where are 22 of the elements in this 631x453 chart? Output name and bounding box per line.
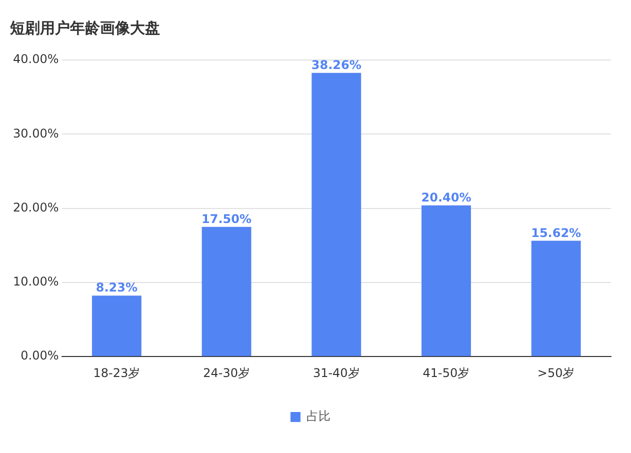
x-tick-label: 31-40岁 bbox=[312, 366, 360, 380]
bar bbox=[312, 72, 362, 356]
x-tick-label: 24-30岁 bbox=[203, 366, 250, 380]
bar bbox=[202, 226, 252, 356]
bar bbox=[92, 296, 142, 356]
legend-label: 占比 bbox=[306, 409, 330, 424]
chart-title: 短剧用户年龄画像大盘 bbox=[9, 18, 160, 37]
data-label: 15.62% bbox=[531, 226, 582, 240]
y-tick-label: 0.00% bbox=[20, 348, 59, 363]
bar bbox=[531, 240, 581, 356]
x-tick-label: 18-23岁 bbox=[93, 366, 140, 380]
data-label: 8.23% bbox=[96, 280, 138, 295]
x-tick-label: 41-50岁 bbox=[422, 366, 470, 380]
y-tick-label: 10.00% bbox=[12, 274, 59, 289]
y-tick-label: 30.00% bbox=[12, 126, 59, 140]
x-tick-label: >50岁 bbox=[537, 366, 575, 380]
y-tick-label: 20.00% bbox=[12, 200, 59, 214]
data-label: 38.26% bbox=[311, 58, 362, 72]
y-tick-label: 40.00% bbox=[12, 52, 59, 66]
data-label: 20.40% bbox=[421, 190, 472, 204]
data-label: 17.50% bbox=[202, 212, 252, 226]
bar bbox=[422, 205, 471, 356]
